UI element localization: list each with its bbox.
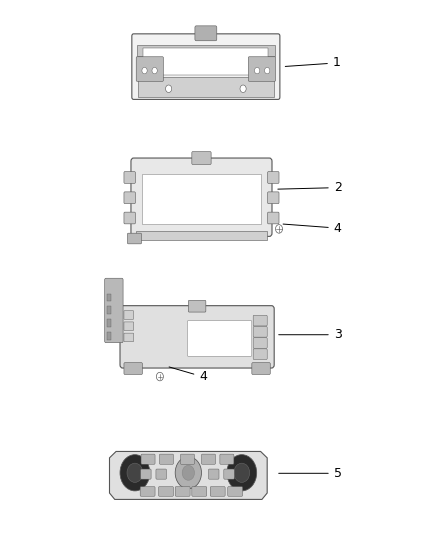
FancyBboxPatch shape	[156, 469, 166, 479]
FancyBboxPatch shape	[228, 487, 243, 496]
Polygon shape	[110, 451, 267, 499]
Circle shape	[254, 68, 260, 74]
FancyBboxPatch shape	[268, 192, 279, 204]
Text: 4: 4	[283, 222, 342, 235]
FancyBboxPatch shape	[192, 151, 211, 164]
Circle shape	[156, 372, 163, 381]
Bar	[142, 174, 261, 224]
FancyBboxPatch shape	[124, 212, 135, 224]
Circle shape	[127, 463, 143, 482]
FancyBboxPatch shape	[187, 320, 252, 356]
FancyBboxPatch shape	[124, 322, 134, 330]
Bar	[138, 77, 274, 97]
FancyBboxPatch shape	[159, 487, 173, 496]
Bar	[107, 319, 111, 327]
FancyBboxPatch shape	[124, 192, 135, 204]
Bar	[137, 45, 275, 56]
FancyBboxPatch shape	[208, 469, 219, 479]
FancyBboxPatch shape	[248, 56, 276, 81]
Circle shape	[227, 455, 257, 491]
FancyBboxPatch shape	[136, 56, 163, 81]
FancyBboxPatch shape	[268, 172, 279, 183]
FancyBboxPatch shape	[252, 362, 270, 374]
Text: 5: 5	[279, 467, 342, 480]
FancyBboxPatch shape	[201, 454, 215, 464]
Circle shape	[240, 85, 246, 93]
FancyBboxPatch shape	[120, 306, 274, 368]
Circle shape	[152, 68, 157, 74]
FancyBboxPatch shape	[159, 454, 173, 464]
Bar	[107, 332, 111, 340]
Circle shape	[182, 465, 194, 480]
Circle shape	[175, 457, 201, 489]
Circle shape	[276, 225, 283, 233]
FancyBboxPatch shape	[132, 34, 280, 99]
FancyBboxPatch shape	[105, 278, 123, 343]
FancyBboxPatch shape	[124, 172, 135, 183]
FancyBboxPatch shape	[220, 454, 234, 464]
FancyBboxPatch shape	[253, 326, 267, 337]
FancyBboxPatch shape	[124, 362, 142, 374]
FancyBboxPatch shape	[253, 315, 267, 326]
FancyBboxPatch shape	[127, 233, 141, 244]
FancyBboxPatch shape	[131, 158, 272, 237]
FancyBboxPatch shape	[124, 333, 134, 342]
Bar	[136, 231, 267, 240]
FancyBboxPatch shape	[253, 349, 267, 359]
FancyBboxPatch shape	[180, 454, 194, 464]
FancyBboxPatch shape	[188, 301, 206, 312]
Circle shape	[142, 68, 147, 74]
FancyBboxPatch shape	[268, 212, 279, 224]
FancyBboxPatch shape	[253, 338, 267, 349]
Text: 4: 4	[169, 367, 207, 383]
Text: 2: 2	[278, 181, 342, 194]
FancyBboxPatch shape	[195, 26, 217, 41]
Bar	[143, 48, 268, 75]
FancyBboxPatch shape	[141, 469, 151, 479]
FancyBboxPatch shape	[192, 487, 207, 496]
FancyBboxPatch shape	[124, 311, 134, 319]
FancyBboxPatch shape	[175, 487, 190, 496]
Bar	[107, 306, 111, 314]
Circle shape	[234, 463, 250, 482]
FancyBboxPatch shape	[141, 454, 155, 464]
Circle shape	[166, 85, 172, 93]
FancyBboxPatch shape	[140, 487, 155, 496]
Text: 3: 3	[279, 328, 342, 341]
Circle shape	[265, 68, 270, 74]
Circle shape	[120, 455, 150, 491]
Text: 1: 1	[285, 56, 341, 69]
FancyBboxPatch shape	[224, 469, 234, 479]
Bar	[107, 294, 111, 301]
FancyBboxPatch shape	[210, 487, 225, 496]
